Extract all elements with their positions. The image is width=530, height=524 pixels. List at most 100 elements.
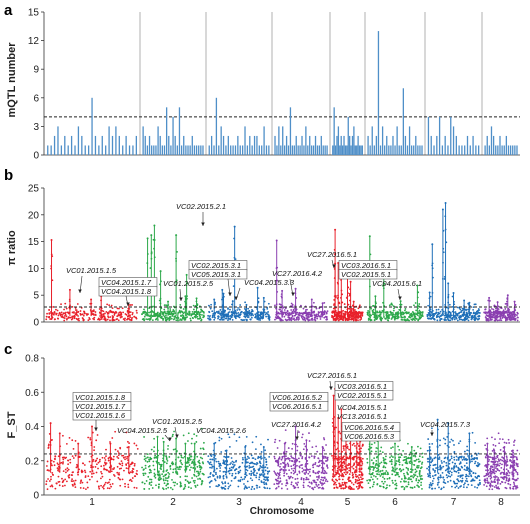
snp-point (124, 485, 126, 488)
snp-point (286, 311, 289, 313)
snp-point (313, 479, 316, 482)
snp-point (284, 429, 287, 432)
snp-point (381, 310, 384, 312)
snp-point (344, 313, 347, 316)
snp-point (510, 316, 513, 319)
snp-point (371, 485, 374, 488)
mqtl-bar (350, 145, 352, 155)
peak-point (90, 298, 93, 301)
snp-point (251, 466, 253, 469)
snp-point (108, 459, 110, 462)
snp-point (342, 475, 345, 478)
snp-point (110, 470, 113, 473)
snp-point (82, 314, 85, 317)
snp-point (111, 319, 114, 322)
snp-point (66, 467, 69, 470)
snp-point (455, 459, 458, 461)
snp-point (212, 453, 215, 456)
snp-point (513, 439, 516, 442)
snp-point (429, 482, 432, 484)
snp-point (89, 437, 92, 439)
snp-point (63, 456, 65, 459)
snp-point (414, 474, 417, 476)
snp-point (252, 473, 255, 476)
snp-point (483, 475, 486, 478)
snp-point (136, 312, 138, 314)
snp-point (101, 486, 104, 489)
snp-point (437, 453, 440, 456)
snp-point (381, 451, 384, 454)
snp-point (52, 460, 55, 463)
snp-point (195, 470, 198, 473)
snp-point (182, 434, 185, 437)
mqtl-bar (101, 135, 103, 155)
snp-point (406, 471, 408, 474)
snp-point (355, 485, 358, 488)
snp-point (202, 447, 204, 450)
snp-point (298, 470, 301, 473)
snp-point (342, 460, 345, 463)
snp-point (278, 473, 280, 476)
snp-point (261, 466, 264, 469)
snp-point (460, 474, 463, 477)
snp-point (149, 478, 151, 481)
snp-point (150, 471, 152, 474)
snp-point (290, 319, 293, 322)
snp-point (246, 312, 249, 315)
snp-point (428, 443, 431, 445)
snp-point (293, 486, 296, 488)
mqtl-bar (358, 145, 361, 155)
snp-point (384, 480, 386, 483)
snp-point (361, 443, 364, 446)
mqtl-bar (396, 126, 398, 155)
snp-point (357, 462, 360, 464)
snp-point (58, 311, 61, 314)
snp-point (508, 317, 511, 319)
snp-point (434, 456, 437, 459)
snp-point (448, 462, 451, 465)
snp-point (219, 475, 222, 478)
snp-point (346, 445, 349, 448)
snp-point (467, 319, 470, 322)
snp-point (143, 315, 146, 318)
snp-point (100, 484, 102, 487)
mqtl-bar (354, 145, 356, 155)
snp-point (290, 455, 293, 458)
snp-point (165, 484, 168, 487)
snp-point (439, 476, 442, 479)
snp-point (432, 312, 435, 315)
snp-point (95, 459, 98, 462)
snp-point (231, 472, 234, 475)
snp-point (344, 484, 347, 487)
snp-point (307, 311, 310, 314)
mqtl-bar (276, 145, 278, 155)
snp-point (446, 476, 449, 479)
snp-point (385, 313, 388, 316)
mqtl-bar (198, 145, 200, 155)
snp-point (54, 487, 57, 490)
snp-point (157, 483, 160, 486)
snp-point (507, 482, 510, 485)
snp-point (295, 318, 298, 321)
mqtl-bar (155, 145, 157, 155)
mqtl-bar (172, 116, 174, 155)
snp-point (418, 479, 421, 482)
snp-point (171, 315, 174, 317)
snp-point (450, 485, 453, 488)
snp-point (371, 472, 374, 474)
snp-point (354, 309, 356, 311)
snp-point (258, 460, 261, 463)
snp-point (258, 478, 261, 481)
snp-point (416, 466, 418, 469)
snp-point (431, 475, 434, 477)
snp-point (117, 313, 120, 316)
snp-point (438, 486, 440, 489)
mqtl-bar (386, 135, 388, 155)
snp-point (153, 472, 156, 475)
snp-point (117, 457, 120, 460)
snp-point (276, 472, 279, 475)
snp-point (231, 474, 234, 477)
snp-point (207, 314, 210, 317)
mqtl-bar (210, 135, 213, 155)
snp-point (354, 455, 357, 458)
